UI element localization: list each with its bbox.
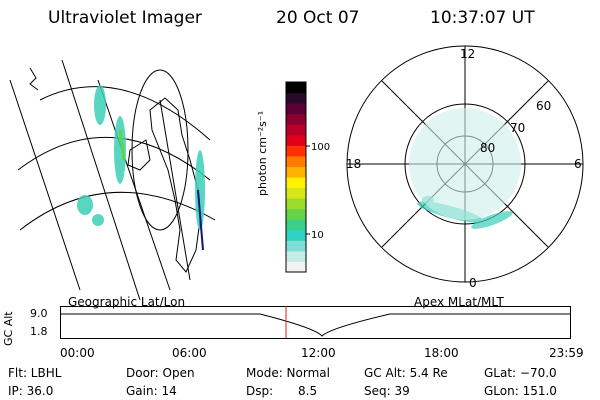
colorbar-swatch xyxy=(286,103,306,115)
meridian xyxy=(61,59,141,300)
aurora-haze xyxy=(409,108,521,220)
colorbar-swatch xyxy=(286,124,306,136)
status-flt: Flt: LBHL xyxy=(8,366,62,380)
mlt-label-6: 6 xyxy=(574,157,582,171)
lat-label-70: 70 xyxy=(510,121,525,135)
left-panel-caption: Geographic Lat/Lon xyxy=(68,295,186,309)
colorbar-swatch xyxy=(286,250,306,262)
footprint-ellipse xyxy=(131,69,189,231)
aurora-blob xyxy=(195,150,205,230)
meridian xyxy=(97,79,171,291)
status-mode: Mode: Normal xyxy=(246,366,330,380)
colorbar-swatch xyxy=(286,155,306,167)
colorbar-swatch xyxy=(286,145,306,157)
colorbar-swatch xyxy=(286,229,306,241)
status-glon: GLon: 151.0 xyxy=(484,384,557,398)
timeline-xtick-2359: 23:59 xyxy=(549,346,584,360)
mlt-label-18: 18 xyxy=(346,157,361,171)
colorbar-swatch xyxy=(286,219,306,231)
colorbar-unit-label: photon cm⁻²s⁻¹ xyxy=(256,110,269,196)
status-gc-alt: GC Alt: 5.4 Re xyxy=(364,366,448,380)
colorbar-swatch xyxy=(286,177,306,189)
header-date: 20 Oct 07 xyxy=(276,8,360,28)
colorbar-swatch xyxy=(286,261,306,273)
coastline xyxy=(127,139,151,171)
status-glat: GLat: −70.0 xyxy=(484,366,557,380)
coastline xyxy=(149,97,201,273)
status-seq: Seq: 39 xyxy=(364,384,410,398)
colorbar-swatch xyxy=(286,187,306,199)
status-ip: IP: 36.0 xyxy=(8,384,54,398)
geographic-map xyxy=(9,59,216,300)
lat-arc xyxy=(17,136,211,181)
lat-arc xyxy=(19,191,216,231)
aurora-core xyxy=(118,129,126,161)
timeline-plot xyxy=(60,306,571,339)
mlt-label-12: 12 xyxy=(460,47,475,61)
colorbar-swatch xyxy=(286,92,306,104)
colorbar-swatch xyxy=(286,134,306,146)
aurora-blob xyxy=(94,85,106,125)
timeline-xtick-1800: 18:00 xyxy=(424,346,459,360)
polar-plot: 12 6 0 18 60 70 80 xyxy=(346,45,584,290)
meridian xyxy=(159,99,191,281)
colorbar: 100 10 xyxy=(285,81,330,273)
colorbar-swatch xyxy=(286,166,306,178)
colorbar-swatch xyxy=(286,198,306,210)
lat-label-80: 80 xyxy=(480,141,495,155)
timeline-ytick-bottom: 1.8 xyxy=(30,325,48,338)
status-dsp-label: Dsp: xyxy=(246,384,274,398)
status-dsp-value: 8.5 xyxy=(298,384,318,398)
coastline-highlight xyxy=(197,189,204,251)
lat-label-60: 60 xyxy=(536,99,551,113)
colorbar-tick-100: 100 xyxy=(311,142,330,153)
timeline-ytick-top: 9.0 xyxy=(30,307,48,320)
colorbar-tick-10: 10 xyxy=(311,230,324,241)
timeline-xtick-0600: 06:00 xyxy=(172,346,207,360)
colorbar-swatch xyxy=(286,113,306,125)
header-time: 10:37:07 UT xyxy=(430,8,535,28)
aurora-blob xyxy=(92,214,104,226)
aurora-oval xyxy=(471,211,513,229)
app-title: Ultraviolet Imager xyxy=(48,8,202,28)
coastline xyxy=(29,67,39,91)
right-panel-caption: Apex MLat/MLT xyxy=(414,295,504,309)
status-door: Door: Open xyxy=(126,366,195,380)
colorbar-swatch xyxy=(286,208,306,220)
timeline-xtick-0000: 00:00 xyxy=(60,346,95,360)
aurora-blob xyxy=(77,195,93,215)
mlt-label-0: 0 xyxy=(469,276,477,290)
status-gain: Gain: 14 xyxy=(126,384,177,398)
lat-arc xyxy=(39,86,211,141)
colorbar-swatch xyxy=(286,240,306,252)
colorbar-swatch xyxy=(286,82,306,94)
aurora-blob xyxy=(114,116,126,184)
meridian xyxy=(9,79,81,291)
altitude-curve xyxy=(60,313,570,337)
timeline-xtick-1200: 12:00 xyxy=(301,346,336,360)
timeline-ylabel: GC Alt xyxy=(2,311,15,346)
